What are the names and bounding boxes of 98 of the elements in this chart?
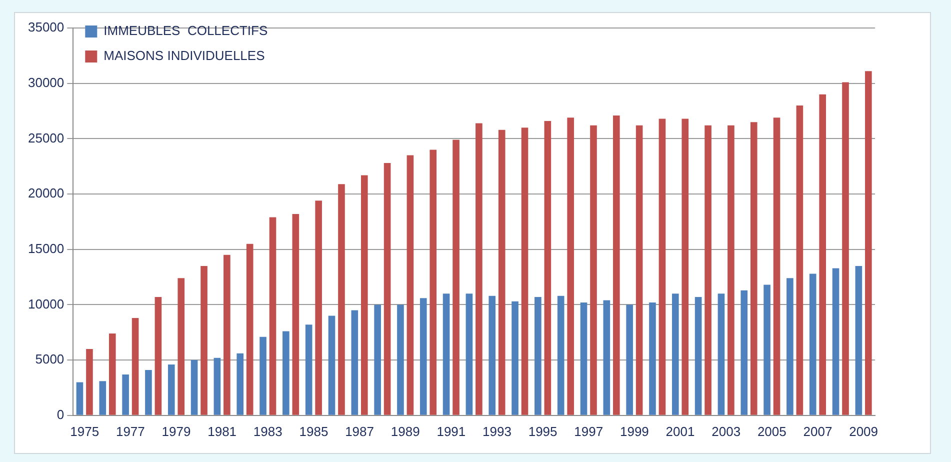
bar — [305, 324, 312, 415]
bar — [145, 370, 152, 415]
bar — [374, 304, 381, 415]
bar — [315, 200, 322, 415]
bar — [603, 300, 610, 415]
x-tick-label: 1975 — [70, 424, 100, 439]
bar — [718, 294, 725, 415]
x-tick-label: 1993 — [482, 424, 512, 439]
bar — [521, 128, 528, 415]
bar — [612, 115, 620, 415]
bar — [397, 304, 404, 415]
x-tick-label: 1999 — [620, 424, 649, 439]
x-tick-label: 2003 — [712, 424, 741, 439]
bar — [476, 123, 482, 415]
bar — [292, 214, 300, 415]
bar — [406, 155, 414, 415]
y-tick-label: 35000 — [28, 20, 64, 35]
bar — [269, 217, 276, 415]
bar — [442, 294, 450, 415]
bar — [694, 296, 702, 415]
bar — [260, 336, 266, 415]
bar — [168, 364, 175, 415]
bar — [704, 125, 712, 415]
bar — [178, 278, 185, 415]
legend-label: MAISONS INDIVIDUELLES — [104, 48, 266, 64]
bar — [86, 348, 93, 415]
x-tick-label: 2007 — [803, 424, 832, 439]
bar — [132, 318, 139, 415]
bar — [636, 125, 643, 415]
bar — [544, 120, 552, 415]
bar — [567, 118, 574, 415]
y-tick-label: 20000 — [28, 186, 64, 201]
bar — [819, 94, 826, 415]
bar — [832, 268, 840, 415]
bar — [282, 331, 290, 415]
bar — [796, 105, 804, 415]
x-tick-label: 1997 — [574, 424, 604, 439]
y-tick-label: 5000 — [35, 352, 64, 367]
bar — [224, 254, 230, 415]
bar — [649, 302, 656, 415]
bar — [452, 140, 460, 415]
y-tick-label: 25000 — [28, 130, 64, 146]
bar — [246, 244, 254, 415]
bar — [488, 296, 496, 415]
bar — [786, 278, 794, 415]
bar — [865, 71, 872, 415]
bar — [76, 382, 84, 415]
x-tick-label: 1981 — [208, 424, 237, 439]
bar — [682, 118, 689, 415]
x-tick-label: 1983 — [253, 424, 282, 439]
bar — [328, 316, 336, 415]
x-tick-label: 1979 — [162, 424, 191, 439]
bar — [122, 374, 129, 415]
y-tick-label: 10000 — [28, 296, 64, 312]
x-tick-label: 1977 — [116, 424, 145, 439]
bar — [764, 284, 770, 415]
bar — [580, 302, 588, 415]
bar — [190, 360, 198, 415]
bar — [200, 266, 208, 415]
bar — [214, 358, 221, 415]
y-tick-label: 0 — [56, 406, 64, 422]
bar — [672, 294, 679, 415]
bar — [590, 125, 597, 415]
bar — [384, 163, 391, 415]
bar — [855, 266, 862, 415]
bar — [740, 290, 748, 415]
bar — [430, 150, 437, 415]
bar — [351, 310, 358, 415]
bar — [658, 118, 666, 415]
x-tick-label: 2009 — [849, 424, 878, 439]
x-tick-label: 1985 — [299, 424, 328, 439]
legend-label: IMMEUBLES COLLECTIFS — [104, 23, 268, 38]
bar — [773, 118, 780, 415]
bar — [108, 333, 116, 415]
bar — [728, 125, 734, 415]
bar — [236, 353, 244, 415]
bar — [338, 184, 345, 415]
y-tick-label: 30000 — [28, 74, 64, 90]
bar — [154, 296, 162, 415]
bar — [99, 381, 106, 415]
bar — [750, 122, 758, 415]
bar — [557, 296, 564, 415]
bar — [842, 82, 849, 415]
x-tick-label: 1995 — [528, 424, 558, 439]
bar — [809, 274, 816, 415]
x-tick-label: 1987 — [345, 424, 374, 439]
x-tick-label: 1991 — [436, 424, 466, 439]
bar — [512, 301, 518, 415]
x-tick-label: 1989 — [390, 424, 420, 439]
bar — [420, 298, 427, 415]
bar — [498, 130, 506, 415]
x-tick-label: 2005 — [757, 424, 786, 439]
bar — [534, 296, 542, 415]
bar — [466, 294, 473, 415]
y-tick-label: 15000 — [28, 240, 64, 256]
bar — [360, 175, 368, 415]
x-tick-label: 2001 — [666, 424, 695, 439]
bar — [626, 304, 633, 415]
